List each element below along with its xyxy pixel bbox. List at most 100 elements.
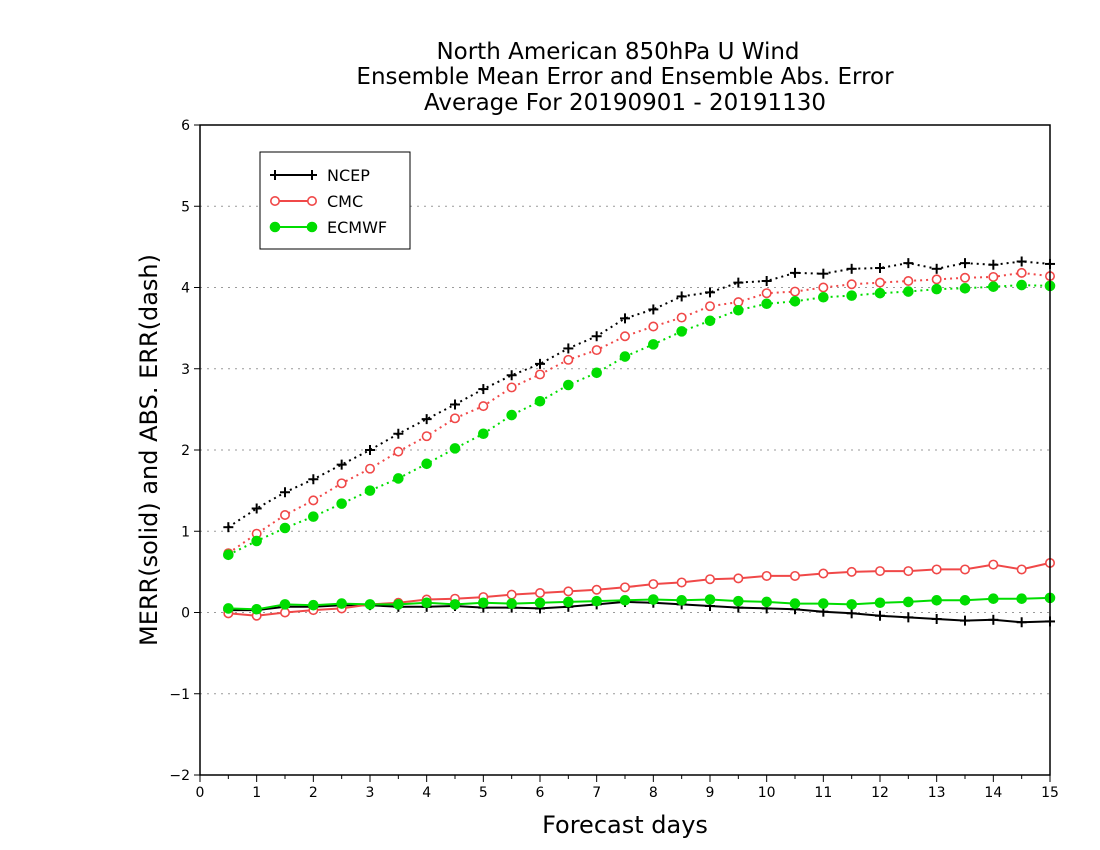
ecmwf-abs-err-point — [449, 443, 461, 454]
cmc-abs-err-point — [506, 382, 517, 393]
cmc-abs-err-point — [846, 279, 857, 290]
cmc-merr-point — [591, 584, 602, 595]
ecmwf-abs-err-point — [279, 522, 291, 534]
ecmwf-merr-point — [591, 595, 602, 607]
ecmwf-merr-point — [223, 603, 234, 614]
legend-marker — [307, 170, 317, 180]
ecmwf-abs-err-point — [534, 395, 546, 407]
ecmwf-abs-err-point — [506, 409, 517, 421]
ecmwf-merr-point — [733, 595, 744, 607]
x-tick-label: 13 — [928, 785, 946, 801]
x-tick-label: 0 — [196, 785, 205, 801]
cmc-merr-point — [676, 577, 687, 588]
x-tick-label: 9 — [706, 785, 715, 801]
title-line-2: Ensemble Mean Error and Ensemble Abs. Er… — [356, 64, 894, 90]
ncep-merr-point — [931, 614, 942, 624]
cmc-merr-point — [874, 566, 885, 577]
ncep-abs-err-point — [988, 259, 999, 270]
cmc-merr-point — [733, 573, 744, 584]
ecmwf-merr-point — [364, 599, 376, 610]
ecmwf-merr-point — [1016, 593, 1027, 604]
chart-title: North American 850hPa U Wind Ensemble Me… — [356, 39, 894, 116]
ncep-abs-err-point — [875, 263, 885, 273]
cmc-merr-point — [563, 586, 574, 597]
ncep-abs-err-point — [280, 487, 290, 498]
cmc-abs-err-series — [223, 267, 1056, 559]
ncep-abs-err-point — [251, 503, 262, 514]
ecmwf-abs-err-point — [648, 339, 659, 350]
ecmwf-abs-err-point — [364, 485, 376, 496]
y-axis-ticks: −2 −1 0 1 2 3 4 5 6 — [169, 118, 200, 784]
x-tick-label: 15 — [1041, 785, 1059, 801]
legend-item-cmc: CMC — [269, 192, 363, 211]
ecmwf-abs-err-point — [676, 326, 687, 337]
cmc-merr-point — [988, 559, 999, 570]
y-tick-label: 0 — [181, 606, 190, 622]
cmc-merr-point — [959, 564, 970, 575]
ecmwf-merr-point — [846, 599, 857, 610]
x-tick-label: 8 — [649, 785, 658, 801]
legend-item-ecmwf: ECMWF — [269, 218, 387, 237]
ncep-abs-err-point — [591, 331, 602, 342]
ecmwf-merr-point — [393, 599, 404, 610]
cmc-abs-err-point — [874, 277, 885, 288]
ncep-abs-err-point — [818, 268, 829, 279]
ecmwf-abs-err-point — [874, 287, 886, 299]
y-tick-label: 2 — [181, 443, 190, 459]
legend-marker — [306, 221, 318, 233]
ncep-merr-point — [875, 610, 885, 621]
ncep-abs-err-point — [960, 258, 970, 269]
legend-item-ncep: NCEP — [270, 166, 370, 185]
ncep-merr-point — [960, 615, 970, 626]
ncep-abs-err-point — [308, 474, 319, 485]
ncep-merr-point — [988, 614, 999, 625]
ecmwf-merr-point — [308, 599, 319, 611]
title-line-3: Average For 20190901 - 20191130 — [424, 90, 826, 116]
ecmwf-abs-err-point — [818, 291, 829, 303]
ecmwf-abs-err-point — [959, 283, 971, 294]
ecmwf-merr-point — [619, 595, 631, 606]
ecmwf-abs-err-point — [846, 290, 857, 301]
ncep-abs-err-point — [648, 304, 659, 315]
legend-marker — [269, 221, 281, 233]
ncep-abs-err-point — [563, 343, 574, 354]
cmc-merr-point — [846, 566, 857, 577]
ecmwf-merr-point — [336, 598, 347, 609]
cmc-merr-point — [1016, 564, 1027, 575]
cmc-merr-point — [704, 574, 715, 585]
cmc-merr-point — [761, 570, 772, 581]
x-tick-label: 1 — [252, 785, 261, 801]
y-tick-label: 3 — [181, 362, 190, 378]
ncep-abs-err-point — [733, 277, 744, 288]
cmc-abs-err-point — [563, 354, 574, 365]
ecmwf-merr-point — [988, 593, 999, 604]
ecmwf-abs-err-point — [478, 428, 489, 440]
ecmwf-merr-point — [959, 595, 971, 606]
ncep-abs-err-point — [761, 276, 772, 286]
ecmwf-merr-point — [874, 597, 886, 609]
cmc-abs-err-point — [988, 271, 999, 282]
ecmwf-merr-point — [761, 596, 772, 608]
ecmwf-abs-err-point — [988, 281, 999, 292]
x-tick-label: 14 — [984, 785, 1002, 801]
cmc-merr-point — [534, 587, 545, 598]
ncep-merr-line — [228, 600, 1051, 624]
ncep-abs-err-point — [620, 313, 630, 324]
cmc-abs-err-point — [619, 331, 630, 342]
x-tick-label: 10 — [758, 785, 776, 801]
cmc-abs-err-point — [336, 478, 347, 489]
cmc-abs-err-point — [421, 431, 432, 442]
ecmwf-abs-err-point — [1016, 279, 1027, 291]
x-tick-label: 5 — [479, 785, 488, 801]
cmc-merr-point — [903, 566, 914, 577]
ncep-abs-err-point — [535, 358, 545, 369]
cmc-abs-err-line — [227, 271, 1051, 555]
ecmwf-merr-point — [704, 594, 716, 605]
cmc-merr-point — [506, 589, 517, 600]
y-tick-label: 4 — [181, 281, 190, 297]
ecmwf-merr-point — [478, 597, 489, 609]
cmc-abs-err-point — [818, 282, 829, 293]
ecmwf-abs-err-point — [733, 304, 744, 316]
plot-series — [223, 256, 1056, 628]
